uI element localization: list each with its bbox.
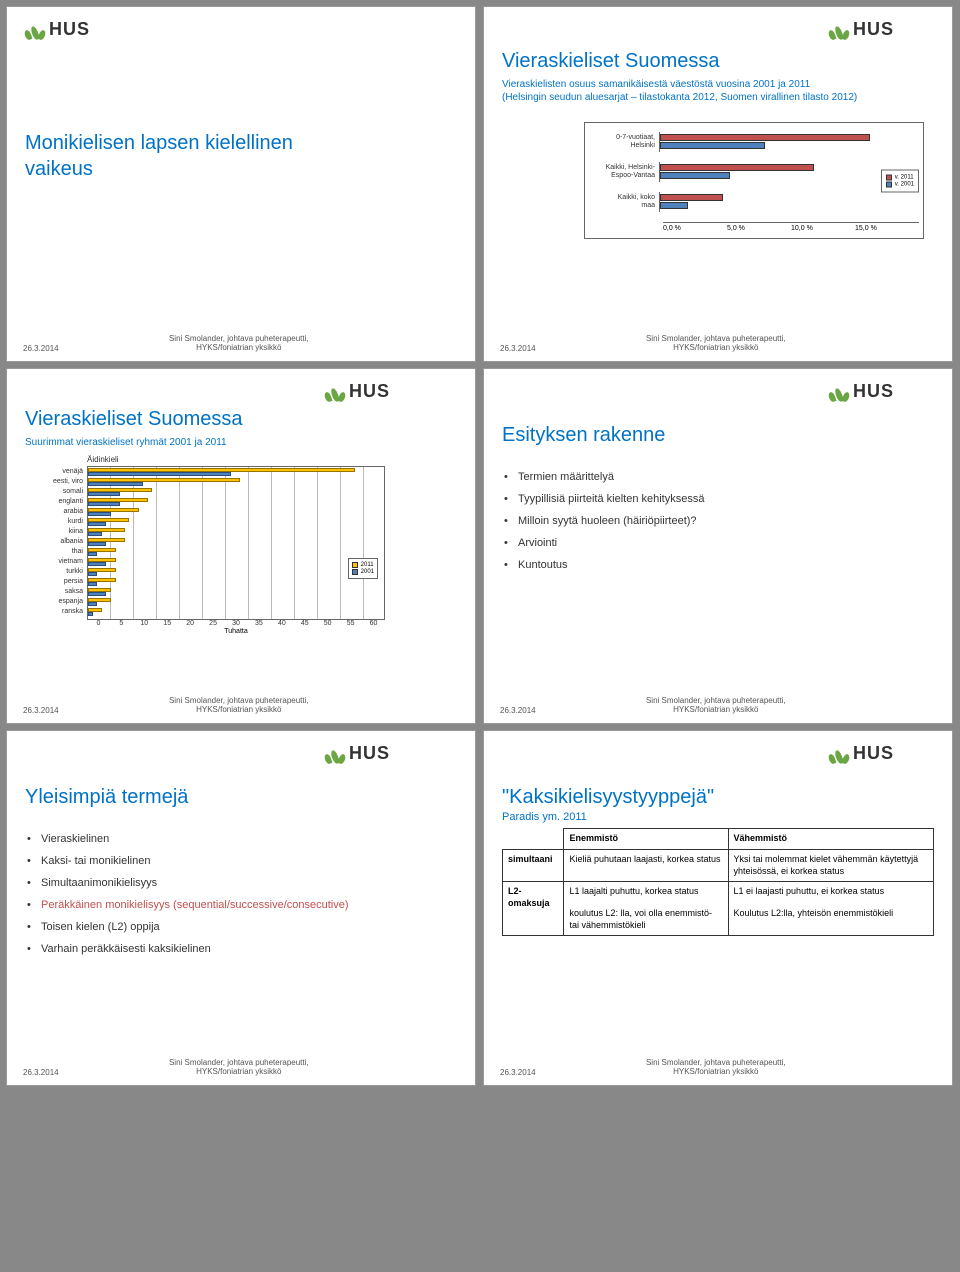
- slide-footer: 26.3.2014 Sini Smolander, johtava puhete…: [500, 1058, 936, 1077]
- bullet-item: Varhain peräkkäisesti kaksikielinen: [25, 938, 457, 960]
- bullet-item: Termien määrittelyä: [502, 466, 934, 488]
- bullet-list: Termien määrittelyäTyypillisiä piirteitä…: [502, 466, 934, 576]
- row-label-simultaani: simultaani: [503, 849, 564, 881]
- chart-legend: 2011 2001: [348, 558, 378, 579]
- leaf-icon: [829, 750, 849, 764]
- slide-title: Yleisimpiä termejä: [25, 784, 457, 810]
- chart-aidinkieli: Äidinkieli venäjäeesti, virosomalienglan…: [25, 455, 385, 635]
- cell: Kieliä puhutaan laajasti, korkea status: [564, 849, 728, 881]
- row-label-l2: L2-omaksuja: [503, 882, 564, 936]
- bullet-item: Simultaanimonikielisyys: [25, 872, 457, 894]
- leaf-icon: [325, 388, 345, 402]
- leaf-icon: [829, 26, 849, 40]
- slide-5: HUS Yleisimpiä termejä VieraskielinenKak…: [6, 730, 476, 1086]
- leaf-icon: [829, 388, 849, 402]
- slide-2: HUS Vieraskieliset Suomessa Vieraskielis…: [483, 6, 953, 362]
- slide-title: Esityksen rakenne: [502, 422, 934, 448]
- table-row: simultaani Kieliä puhutaan laajasti, kor…: [503, 849, 934, 881]
- cell: Yksi tai molemmat kielet vähemmän käytet…: [728, 849, 933, 881]
- hus-logo: HUS: [325, 381, 390, 402]
- leaf-icon: [325, 750, 345, 764]
- bullet-list: VieraskielinenKaksi- tai monikielinenSim…: [25, 828, 457, 960]
- bullet-item: Vieraskielinen: [25, 828, 457, 850]
- cell: L1 ei laajasti puhuttu, ei korkea status…: [728, 882, 933, 936]
- bullet-item: Kaksi- tai monikielinen: [25, 850, 457, 872]
- slide-subtitle-source: (Helsingin seudun aluesarjat – tilastoka…: [502, 91, 934, 104]
- slide-footer: 26.3.2014 Sini Smolander, johtava puhete…: [23, 696, 459, 715]
- hus-logo: HUS: [829, 381, 894, 402]
- bullet-item: Peräkkäinen monikielisyys (sequential/su…: [25, 894, 457, 916]
- bilingual-types-table: Enemmistö Vähemmistö simultaani Kieliä p…: [502, 828, 934, 936]
- slide-4: HUS Esityksen rakenne Termien määrittely…: [483, 368, 953, 724]
- bullet-item: Kuntoutus: [502, 554, 934, 576]
- chart-legend: v. 2011 v. 2001: [881, 169, 919, 192]
- chart-title: Äidinkieli: [87, 455, 385, 464]
- hus-logo: HUS: [325, 743, 390, 764]
- slide-footer: 26.3.2014 Sini Smolander, johtava puhete…: [23, 334, 459, 353]
- slide-footer: 26.3.2014 Sini Smolander, johtava puhete…: [23, 1058, 459, 1077]
- slide-3: HUS Vieraskieliset Suomessa Suurimmat vi…: [6, 368, 476, 724]
- chart-vieraskieliset-osuus: 0-7-vuotiaat,HelsinkiKaikki, Helsinki-Es…: [584, 122, 924, 239]
- table-head-vahemmisto: Vähemmistö: [728, 829, 933, 850]
- slide-title: Monikielisen lapsen kielellinen vaikeus: [25, 130, 457, 182]
- table-head-enemmisto: Enemmistö: [564, 829, 728, 850]
- slide-footer: 26.3.2014 Sini Smolander, johtava puhete…: [500, 696, 936, 715]
- bullet-item: Arviointi: [502, 532, 934, 554]
- slide-1: HUS Monikielisen lapsen kielellinen vaik…: [6, 6, 476, 362]
- cell: L1 laajalti puhuttu, korkea status koulu…: [564, 882, 728, 936]
- slide-subtitle: Paradis ym. 2011: [502, 810, 934, 824]
- chart-xlabel: Tuhatta: [87, 628, 385, 635]
- bullet-item: Tyypillisiä piirteitä kielten kehitykses…: [502, 488, 934, 510]
- table-row: L2-omaksuja L1 laajalti puhuttu, korkea …: [503, 882, 934, 936]
- slide-title: Vieraskieliset Suomessa: [25, 406, 457, 432]
- slide-subtitle: Suurimmat vieraskieliset ryhmät 2001 ja …: [25, 436, 457, 449]
- hus-logo: HUS: [829, 19, 894, 40]
- slide-title: Vieraskieliset Suomessa: [502, 48, 934, 74]
- slide-footer: 26.3.2014 Sini Smolander, johtava puhete…: [500, 334, 936, 353]
- bullet-item: Milloin syytä huoleen (häiriöpiirteet)?: [502, 510, 934, 532]
- hus-logo: HUS: [829, 743, 894, 764]
- hus-logo: HUS: [25, 19, 90, 40]
- leaf-icon: [25, 26, 45, 40]
- slide-title: "Kaksikielisyystyyppejä": [502, 784, 934, 810]
- bullet-item: Toisen kielen (L2) oppija: [25, 916, 457, 938]
- slide-6: HUS "Kaksikielisyystyyppejä" Paradis ym.…: [483, 730, 953, 1086]
- logo-text: HUS: [49, 19, 90, 40]
- slide-subtitle: Vieraskielisten osuus samanikäisestä väe…: [502, 78, 934, 91]
